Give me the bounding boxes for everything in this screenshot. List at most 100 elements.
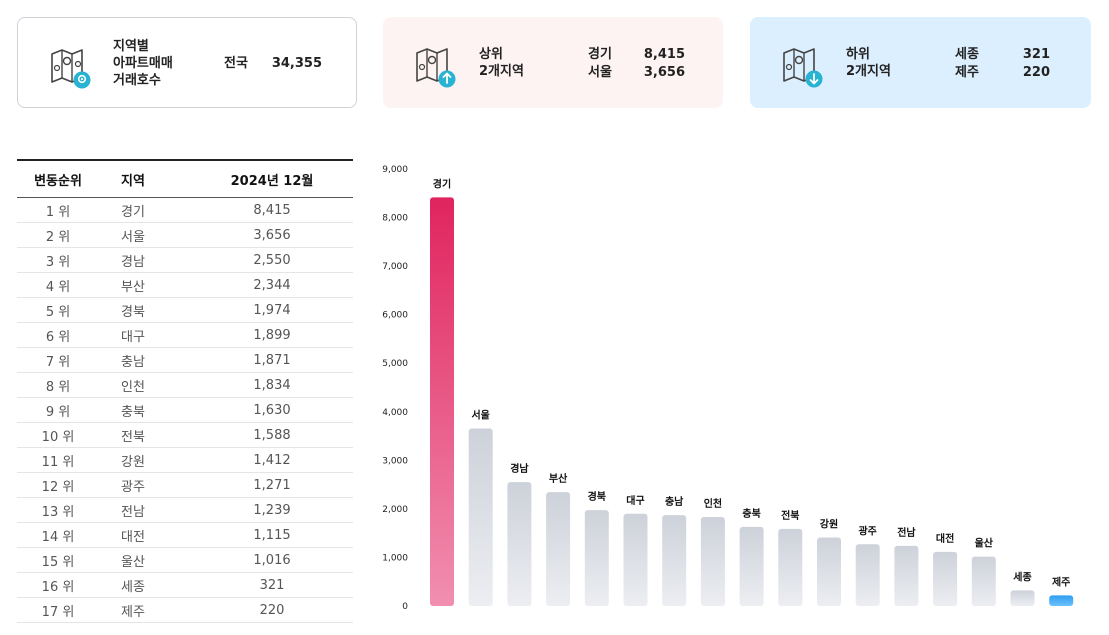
y-tick-label: 4,000 (382, 408, 408, 418)
bar-label-경기: 경기 (433, 177, 451, 190)
table-row: 16 위 세종 321 (17, 572, 353, 598)
y-tick-label: 0 (402, 602, 408, 612)
summary-card-top: 상위 2개지역 경기 8,415 서울 3,656 (383, 17, 723, 108)
cell-region: 제주 (99, 597, 191, 623)
bar-세종 (1010, 590, 1035, 606)
y-tick-label: 2,000 (382, 505, 408, 515)
y-tick-label: 3,000 (382, 456, 408, 466)
table-row: 5 위 경북 1,974 (17, 297, 353, 323)
map-up-arrow-icon (416, 48, 456, 88)
bar-label-전남: 전남 (897, 526, 916, 539)
bar-울산 (971, 556, 996, 606)
card-top-region-2: 서울 (588, 65, 612, 80)
card-top-value-2: 3,656 (643, 65, 685, 80)
cell-region: 세종 (99, 572, 191, 598)
cell-value: 1,630 (191, 397, 353, 423)
cell-region: 경기 (99, 197, 191, 223)
table-row: 12 위 광주 1,271 (17, 472, 353, 498)
table-row: 7 위 충남 1,871 (17, 347, 353, 373)
cell-value: 1,871 (191, 347, 353, 373)
cell-rank: 14 위 (17, 522, 99, 548)
bar-부산 (546, 492, 571, 606)
cell-region: 대전 (99, 522, 191, 548)
cell-value: 2,550 (191, 247, 353, 273)
card-bottom-value-1: 321 (1022, 47, 1050, 62)
header-rank: 변동순위 (17, 159, 99, 198)
bar-경남 (507, 482, 532, 606)
cell-value: 1,974 (191, 297, 353, 323)
cell-rank: 10 위 (17, 422, 99, 448)
summary-card-bottom: 하위 2개지역 세종 321 제주 220 (750, 17, 1091, 108)
bar-label-광주: 광주 (858, 525, 876, 537)
bar-label-대전: 대전 (936, 532, 954, 545)
cell-rank: 11 위 (17, 447, 99, 473)
cell-rank: 1 위 (17, 197, 99, 223)
cell-value: 3,656 (191, 222, 353, 248)
bar-label-서울: 서울 (471, 408, 489, 421)
card-bottom-region-2: 제주 (955, 65, 979, 80)
bar-label-대구: 대구 (626, 494, 644, 507)
table-row: 4 위 부산 2,344 (17, 272, 353, 298)
cell-value: 1,588 (191, 422, 353, 448)
summary-card-national: 지역별 아파트매매 거래호수 전국 34,355 (17, 17, 357, 108)
cell-region: 울산 (99, 547, 191, 573)
bar-label-전북: 전북 (781, 509, 799, 522)
cell-value: 321 (191, 572, 353, 598)
bar-label-충남: 충남 (665, 495, 684, 508)
header-region: 지역 (99, 159, 191, 198)
bar-label-경북: 경북 (588, 490, 606, 503)
y-tick-label: 1,000 (382, 553, 408, 563)
bar-label-인천: 인천 (704, 497, 722, 510)
cell-region: 경북 (99, 297, 191, 323)
cell-region: 전남 (99, 497, 191, 523)
cell-value: 1,115 (191, 522, 353, 548)
bar-광주 (855, 544, 880, 606)
table-row: 14 위 대전 1,115 (17, 522, 353, 548)
card-top-value-1: 8,415 (643, 47, 685, 62)
bar-제주 (1049, 595, 1074, 606)
bar-충북 (739, 526, 764, 606)
bar-label-울산: 울산 (975, 537, 994, 550)
cell-rank: 6 위 (17, 322, 99, 348)
cell-region: 충남 (99, 347, 191, 373)
table-row: 15 위 울산 1,016 (17, 547, 353, 573)
cell-region: 전북 (99, 422, 191, 448)
card-national-value: 34,355 (271, 56, 322, 71)
bar-강원 (817, 537, 841, 606)
card-bottom-title: 하위 2개지역 (846, 47, 891, 79)
table-row: 9 위 충북 1,630 (17, 397, 353, 423)
table-header-row: 변동순위 지역 2024년 12월 (17, 159, 353, 198)
bar-인천 (700, 516, 725, 606)
card-national-label: 전국 (224, 56, 248, 71)
bars (430, 197, 1074, 606)
cell-region: 서울 (99, 222, 191, 248)
cell-rank: 7 위 (17, 347, 99, 373)
card-top-title: 상위 2개지역 (479, 47, 524, 79)
table-row: 13 위 전남 1,239 (17, 497, 353, 523)
cell-value: 1,412 (191, 447, 353, 473)
cell-region: 인천 (99, 372, 191, 398)
bar-충남 (662, 515, 687, 606)
cell-region: 강원 (99, 447, 191, 473)
map-pin-icon (51, 49, 91, 89)
table-row: 3 위 경남 2,550 (17, 247, 353, 273)
bar-서울 (468, 428, 493, 606)
card-national-title: 지역별 아파트매매 거래호수 (113, 39, 173, 88)
bar-label-부산: 부산 (549, 472, 568, 485)
cell-rank: 2 위 (17, 222, 99, 248)
cell-value: 1,834 (191, 372, 353, 398)
bar-전북 (778, 528, 803, 606)
card-top-region-1: 경기 (588, 47, 612, 62)
table-row: 10 위 전북 1,588 (17, 422, 353, 448)
table-row: 6 위 대구 1,899 (17, 322, 353, 348)
table-row: 2 위 서울 3,656 (17, 222, 353, 248)
bar-chart: 0 1,000 2,000 3,000 4,000 5,000 6,000 7,000 8,00… (382, 165, 1074, 612)
cell-rank: 17 위 (17, 597, 99, 623)
cell-value: 1,271 (191, 472, 353, 498)
map-down-arrow-icon (783, 48, 823, 88)
cell-rank: 13 위 (17, 497, 99, 523)
cell-region: 광주 (99, 472, 191, 498)
cell-value: 2,344 (191, 272, 353, 298)
cell-value: 220 (191, 597, 353, 623)
bar-대구 (623, 513, 648, 606)
